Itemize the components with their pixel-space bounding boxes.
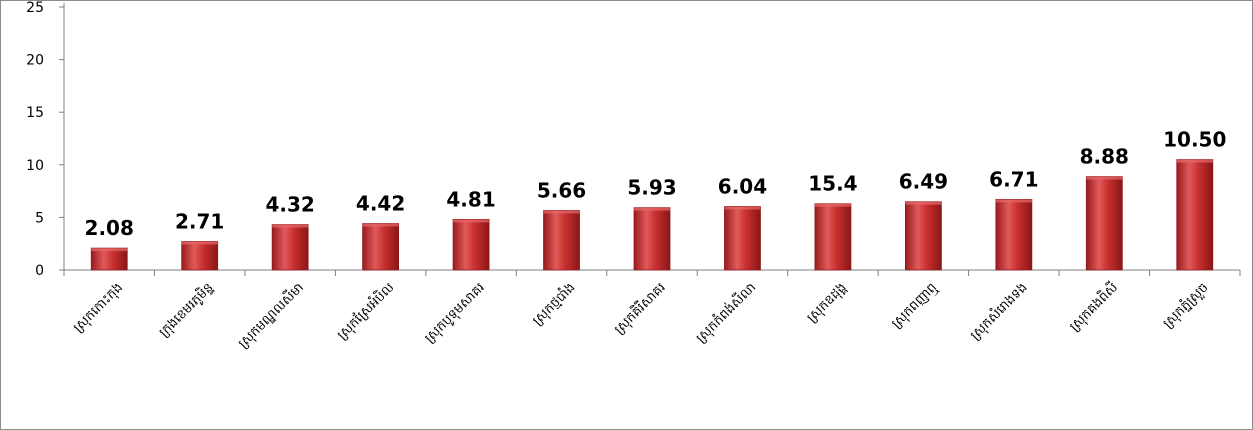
bar bbox=[1085, 176, 1123, 271]
x-tick-label: ស្រុកមណ្ឌលសីមា bbox=[234, 279, 307, 352]
y-tick-label: 25 bbox=[26, 0, 44, 16]
bar bbox=[543, 210, 580, 271]
data-label: 5.93 bbox=[627, 176, 676, 200]
bars bbox=[90, 159, 1214, 271]
y-tick-label: 0 bbox=[35, 263, 44, 279]
bar-top-highlight bbox=[181, 241, 218, 245]
x-tick-label: ស្រុកភ្នំស្រួច bbox=[1159, 279, 1212, 332]
bar bbox=[904, 201, 942, 271]
y-tick-label: 20 bbox=[26, 53, 44, 69]
y-tick-label: 5 bbox=[35, 210, 44, 226]
data-label: 4.42 bbox=[356, 192, 405, 216]
bar-top-highlight bbox=[91, 248, 128, 252]
data-label: 4.32 bbox=[265, 193, 314, 217]
bar-top-highlight bbox=[905, 201, 942, 205]
x-tick-label: ស្រុកឧដុង្គ bbox=[804, 280, 850, 326]
x-tick-label: ស្រុកថ្មបាំង bbox=[529, 279, 579, 329]
bar bbox=[995, 199, 1033, 271]
bar-top-highlight bbox=[272, 224, 309, 228]
data-label: 8.88 bbox=[1080, 145, 1129, 169]
bar-top-highlight bbox=[543, 210, 580, 214]
data-label: 6.71 bbox=[989, 167, 1038, 191]
bar-top-highlight bbox=[1086, 176, 1123, 180]
data-label: 6.04 bbox=[718, 174, 767, 198]
x-tick-labels: ស្រុកកោះកុង ក្រុងខេមរភូមិន្ទ ស្រុកមណ្ឌលសីម… bbox=[71, 279, 1213, 352]
bar bbox=[90, 247, 128, 271]
data-label: 5.66 bbox=[537, 178, 586, 202]
x-tick-label: ស្រុកពញាឮ bbox=[889, 280, 941, 332]
bar bbox=[271, 224, 309, 271]
data-label: 4.81 bbox=[446, 187, 495, 211]
bar-top-highlight bbox=[995, 199, 1032, 203]
x-tick-label: ស្រុកកោះកុង bbox=[71, 280, 127, 336]
bar bbox=[452, 218, 490, 271]
data-labels: 2.08 2.71 4.32 4.42 4.81 5.66 5.93 6.04 15.4 6.49… bbox=[85, 128, 1227, 241]
bar bbox=[1176, 159, 1214, 271]
data-label: 15.4 bbox=[808, 172, 857, 196]
bar bbox=[814, 203, 852, 271]
bar bbox=[362, 223, 400, 271]
x-tick-label: ស្រុកសំរោងទង bbox=[966, 279, 1031, 344]
bar bbox=[724, 206, 761, 271]
bar-top-highlight bbox=[1176, 159, 1213, 163]
x-tick-label: ក្រុងខេមរភូមិន្ទ bbox=[155, 279, 217, 341]
data-label: 2.08 bbox=[85, 216, 134, 240]
data-label: 2.71 bbox=[175, 209, 224, 233]
y-tick-label: 10 bbox=[26, 158, 44, 174]
bar-top-highlight bbox=[814, 203, 851, 207]
y-tick-label: 15 bbox=[26, 105, 44, 121]
bar-top-highlight bbox=[634, 207, 670, 211]
bar bbox=[181, 241, 219, 271]
bar-top-highlight bbox=[724, 206, 761, 210]
x-tick-label: ស្រុកកំពង់សីលា bbox=[692, 279, 760, 347]
bar-top-highlight bbox=[362, 223, 399, 227]
axes: 0 5 10 15 20 25 bbox=[26, 0, 1241, 279]
data-label: 6.49 bbox=[899, 170, 948, 194]
data-label: 10.50 bbox=[1163, 128, 1226, 152]
bar-top-highlight bbox=[453, 219, 490, 223]
x-tick-label: ស្រុកស្រែអំបិល bbox=[333, 279, 398, 344]
x-tick-label: ស្រុកគងពិសី bbox=[1066, 279, 1122, 335]
x-tick-label: ស្រុកគិរីសាគរ bbox=[610, 279, 669, 338]
x-tick-label: ស្រុកបូទុមសាគរ bbox=[422, 280, 489, 347]
bar bbox=[633, 207, 671, 271]
